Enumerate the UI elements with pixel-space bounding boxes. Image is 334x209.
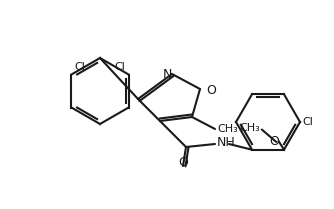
Text: NH: NH	[217, 135, 236, 149]
Text: O: O	[178, 156, 188, 169]
Text: CH₃: CH₃	[217, 124, 238, 134]
Text: Cl: Cl	[302, 117, 313, 127]
Text: CH₃: CH₃	[239, 123, 260, 133]
Text: Cl: Cl	[74, 61, 85, 71]
Text: N: N	[162, 68, 172, 81]
Text: O: O	[269, 135, 279, 148]
Text: Cl: Cl	[115, 61, 126, 71]
Text: O: O	[206, 84, 216, 97]
